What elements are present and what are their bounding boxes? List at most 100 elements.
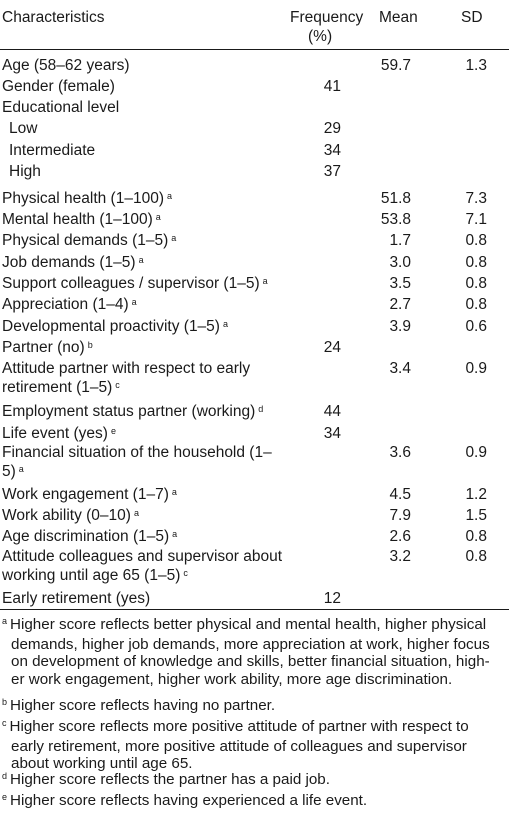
footnote-marker: a (138, 255, 144, 265)
row-label: Physical health (1–100) a (2, 189, 284, 210)
footnote-line: er work engagement, higher work ability,… (11, 670, 453, 688)
footnote-marker: a (222, 319, 228, 329)
footnote-line: Higher score reflects having experienced… (10, 792, 368, 809)
footnote: e Higher score reflects having experience… (2, 792, 502, 812)
frequency-cell: 12 (323, 590, 341, 607)
row-label: Low (9, 119, 291, 138)
footnote-line: Higher score reflects more positive atti… (9, 718, 469, 735)
footnote-marker: a (172, 529, 178, 539)
row-label: Job demands (1–5) a (2, 253, 284, 274)
row-label: Partner (no) b (2, 338, 284, 359)
header-divider (0, 49, 509, 50)
mean-cell: 3.0 (389, 254, 411, 271)
row-label-text: Developmental proactivity (1–5) (2, 318, 220, 335)
row-label-text: Low (9, 120, 38, 137)
mean-cell: 2.7 (389, 296, 411, 313)
row-label: Employment status partner (working) d (2, 402, 284, 423)
header-mean: Mean (379, 9, 418, 26)
footnote-mark: c (2, 718, 7, 728)
row-label: Educational level (2, 98, 284, 117)
row-label: Life event (yes) e (2, 424, 284, 445)
sd-cell: 0.6 (465, 318, 487, 335)
frequency-cell: 41 (323, 78, 341, 95)
frequency-cell: 44 (323, 403, 341, 420)
table-bottom-divider (0, 609, 509, 610)
mean-cell: 4.5 (389, 486, 411, 503)
mean-cell: 3.2 (389, 548, 411, 565)
mean-cell: 2.6 (389, 528, 411, 545)
footnote-line: Higher score reflects the partner has a … (10, 771, 330, 788)
footnote-line: early retirement, more positive attitude… (11, 737, 467, 755)
row-label: Attitude partner with respect to early r… (2, 359, 284, 399)
footnote-line: Higher score reflects better physical an… (10, 616, 487, 633)
footnote: a Higher score reflects better physical a… (2, 616, 502, 688)
sd-cell: 0.8 (465, 275, 487, 292)
footnote-mark: e (2, 792, 8, 802)
footnote-marker: a (18, 464, 24, 474)
mean-cell: 3.6 (389, 444, 411, 461)
frequency-cell: 29 (323, 120, 341, 137)
row-label-text: Appreciation (1–4) (2, 296, 129, 313)
row-label: Early retirement (yes) (2, 589, 284, 608)
frequency-cell: 34 (323, 425, 341, 442)
sd-cell: 1.2 (465, 486, 487, 503)
sd-cell: 0.9 (465, 360, 487, 377)
sd-cell: 1.5 (465, 507, 487, 524)
row-label: Work engagement (1–7) a (2, 485, 284, 506)
row-label: Mental health (1–100) a (2, 210, 284, 231)
row-label: Work ability (0–10) a (2, 506, 284, 527)
sd-cell: 0.8 (465, 296, 487, 313)
frequency-cell: 34 (323, 142, 341, 159)
footnote-marker: b (87, 340, 93, 350)
row-label-text: Work ability (0–10) (2, 507, 131, 524)
footnote-marker: a (133, 508, 139, 518)
mean-cell: 3.9 (389, 318, 411, 335)
header-frequency: Frequency (290, 9, 364, 26)
header-characteristics: Characteristics (2, 9, 105, 26)
row-label: Age (58–62 years) (2, 56, 284, 75)
row-label-text: Support colleagues / supervisor (1–5) (2, 275, 260, 292)
row-label: Intermediate (9, 141, 291, 160)
footnote-mark: b (2, 697, 8, 707)
row-label-text: Gender (female) (2, 78, 115, 95)
footnote-marker: d (258, 404, 264, 414)
sd-cell: 0.8 (465, 232, 487, 249)
footnote-mark: a (2, 616, 8, 626)
footnote-marker: a (171, 487, 177, 497)
footnote-marker: c (183, 568, 188, 578)
header-frequency-unit: (%) (308, 28, 333, 45)
row-label-text: Physical demands (1–5) (2, 232, 169, 249)
row-label-text: Age discrimination (1–5) (2, 528, 170, 545)
row-label-text: Work engagement (1–7) (2, 486, 169, 503)
footnote-marker: a (262, 276, 268, 286)
row-label-text: Employment status partner (working) (2, 403, 256, 420)
footnote: c Higher score reflects more positive att… (2, 718, 502, 773)
header-sd: SD (461, 9, 483, 26)
footnote: b Higher score reflects having no partner… (2, 697, 502, 717)
mean-cell: 59.7 (380, 57, 411, 74)
row-label-text: Financial situation of the household (1–… (2, 444, 272, 480)
row-label: Age discrimination (1–5) a (2, 527, 284, 548)
row-label: Attitude colleagues and supervisor about… (2, 547, 284, 587)
footnote-marker: a (131, 297, 137, 307)
mean-cell: 3.4 (389, 360, 411, 377)
footnote-line: about working until age 65. (11, 755, 193, 772)
footnote-marker: a (171, 233, 177, 243)
row-label-text: Partner (no) (2, 339, 85, 356)
sd-cell: 0.8 (465, 528, 487, 545)
mean-cell: 53.8 (380, 211, 411, 228)
row-label: Support colleagues / supervisor (1–5) a (2, 274, 284, 295)
footnote-line: demands, higher job demands, more apprec… (11, 635, 490, 653)
row-label: Physical demands (1–5) a (2, 231, 284, 252)
row-label-text: Life event (yes) (2, 425, 108, 442)
mean-cell: 51.8 (380, 190, 411, 207)
mean-cell: 1.7 (389, 232, 411, 249)
sd-cell: 7.1 (465, 211, 487, 228)
mean-cell: 7.9 (389, 507, 411, 524)
row-label: Developmental proactivity (1–5) a (2, 317, 284, 338)
footnote-marker: e (110, 426, 116, 436)
row-label: Appreciation (1–4) a (2, 295, 284, 316)
row-label-text: Early retirement (yes) (2, 590, 151, 607)
row-label: High (9, 162, 291, 181)
row-label-text: Attitude partner with respect to early r… (2, 360, 251, 396)
